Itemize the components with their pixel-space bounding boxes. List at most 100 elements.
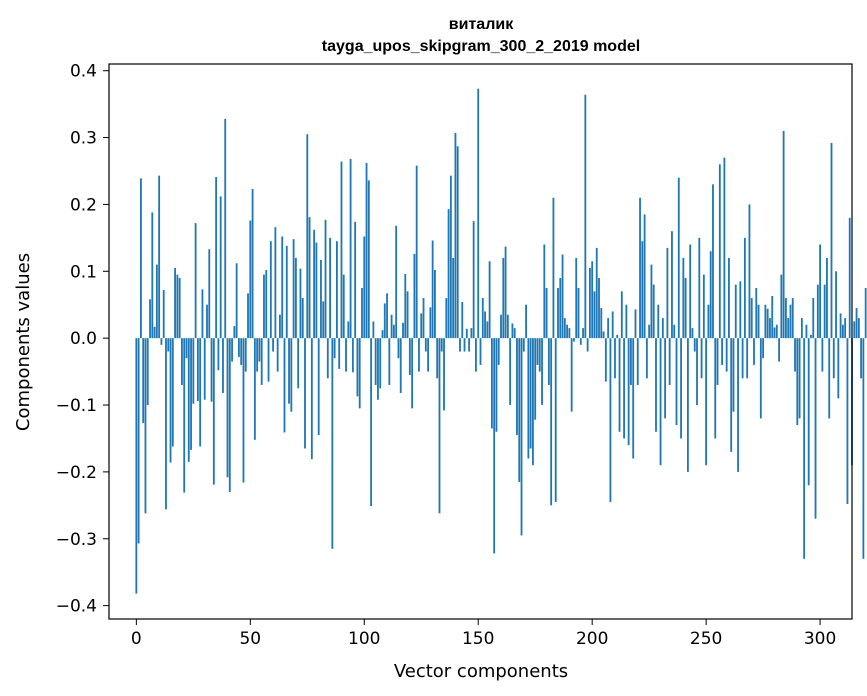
bar xyxy=(370,338,373,506)
bar xyxy=(406,291,409,339)
bar xyxy=(844,318,847,339)
bar xyxy=(554,338,557,502)
bar xyxy=(279,314,281,339)
bar xyxy=(748,204,751,339)
bar xyxy=(652,284,655,339)
bar xyxy=(732,338,735,412)
bar xyxy=(782,130,785,339)
bar xyxy=(333,338,336,359)
bar xyxy=(509,338,512,406)
bar xyxy=(812,298,815,339)
bar xyxy=(183,338,186,493)
bar xyxy=(386,293,388,339)
bar xyxy=(301,298,304,339)
bar xyxy=(192,338,195,404)
bar xyxy=(299,268,302,339)
bar xyxy=(725,338,728,372)
bar xyxy=(527,338,530,459)
bar xyxy=(231,338,233,362)
bar xyxy=(424,338,427,352)
bar xyxy=(766,308,769,339)
bar xyxy=(821,338,824,372)
bar xyxy=(160,338,163,345)
bar xyxy=(620,291,623,339)
x-tick-label: 250 xyxy=(690,629,722,649)
bar xyxy=(367,180,370,339)
bar xyxy=(281,236,284,339)
bar xyxy=(655,338,657,432)
bar xyxy=(743,237,746,339)
bar xyxy=(322,301,325,339)
bar xyxy=(532,338,534,466)
bar xyxy=(358,338,361,409)
bar xyxy=(775,324,778,339)
bar xyxy=(723,157,726,339)
bar xyxy=(762,338,765,359)
bar xyxy=(707,304,710,339)
bar xyxy=(228,338,231,492)
bar xyxy=(625,304,628,339)
bar xyxy=(226,338,229,478)
bar xyxy=(639,197,641,339)
bar xyxy=(771,296,774,339)
bar xyxy=(269,241,272,339)
x-tick-label: 150 xyxy=(462,629,494,649)
bar xyxy=(552,197,555,339)
bar xyxy=(641,241,644,339)
bar xyxy=(315,242,318,339)
bar xyxy=(374,338,377,385)
bar xyxy=(666,247,669,339)
bar xyxy=(500,314,502,339)
x-axis-ticks: 0 50 100 150 200 250 300 xyxy=(131,619,836,649)
bar xyxy=(162,290,165,339)
bar xyxy=(700,338,703,379)
bar xyxy=(702,274,705,339)
bar xyxy=(598,277,600,339)
bar xyxy=(137,338,140,544)
bar xyxy=(472,221,475,339)
bar xyxy=(238,338,240,357)
bar xyxy=(185,338,188,359)
bar xyxy=(144,338,147,514)
bar xyxy=(832,338,835,379)
bar xyxy=(290,338,293,412)
bar xyxy=(497,338,500,365)
bar xyxy=(616,334,619,339)
bar xyxy=(618,338,621,432)
bar xyxy=(276,338,279,372)
bar xyxy=(828,338,831,419)
bar xyxy=(477,88,480,339)
bar xyxy=(595,247,598,339)
bar xyxy=(807,338,810,486)
bar xyxy=(796,338,799,426)
bar xyxy=(445,298,448,339)
bar xyxy=(545,288,548,339)
bar xyxy=(718,164,721,339)
bar xyxy=(306,134,309,339)
bar xyxy=(383,303,386,339)
bar xyxy=(579,338,582,345)
bar xyxy=(550,338,553,506)
bar xyxy=(203,338,206,400)
bar xyxy=(338,338,341,369)
bar xyxy=(313,229,316,339)
bar xyxy=(422,298,425,339)
bar xyxy=(506,314,509,339)
bar xyxy=(233,326,236,339)
bar xyxy=(240,338,243,365)
bar xyxy=(611,311,614,339)
bar xyxy=(443,338,445,411)
bar xyxy=(381,330,384,339)
bar xyxy=(816,284,819,339)
bar xyxy=(677,177,680,339)
bar xyxy=(547,338,550,385)
bar xyxy=(570,338,573,412)
bar-series xyxy=(135,88,867,594)
bar xyxy=(199,338,202,447)
bar xyxy=(356,338,359,397)
x-tick-label: 300 xyxy=(804,629,836,649)
bar xyxy=(272,338,275,352)
x-tick-label: 50 xyxy=(239,629,261,649)
bar xyxy=(862,338,865,559)
bar xyxy=(297,338,300,389)
